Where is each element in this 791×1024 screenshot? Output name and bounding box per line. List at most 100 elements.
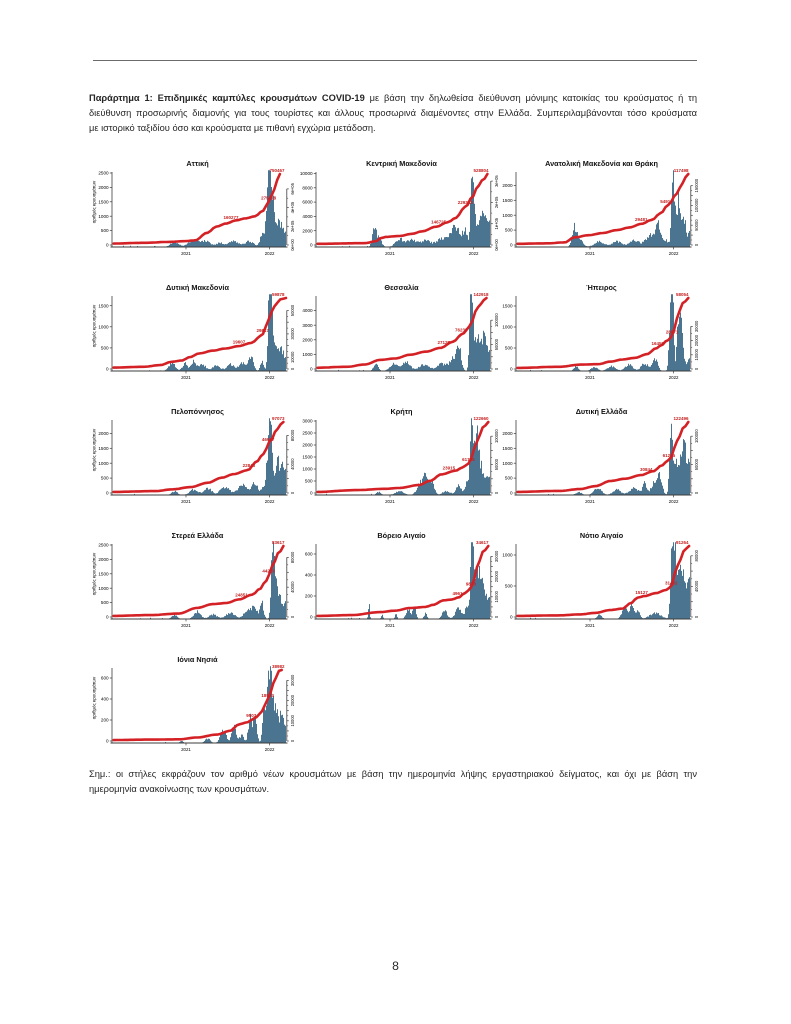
- svg-text:1500: 1500: [502, 446, 513, 451]
- svg-text:160277: 160277: [223, 215, 239, 220]
- svg-text:10000: 10000: [299, 171, 312, 176]
- svg-text:500: 500: [505, 346, 513, 351]
- svg-text:2022: 2022: [265, 747, 275, 752]
- svg-text:4000: 4000: [302, 308, 313, 313]
- svg-text:6000: 6000: [302, 200, 313, 205]
- svg-text:24851: 24851: [235, 592, 248, 597]
- svg-text:4e+05: 4e+05: [290, 201, 295, 213]
- svg-text:400: 400: [305, 573, 313, 578]
- svg-text:1500: 1500: [502, 304, 513, 309]
- svg-text:Ήπειρος: Ήπειρος: [586, 283, 617, 292]
- svg-text:3000: 3000: [302, 323, 313, 328]
- svg-text:50000: 50000: [290, 304, 295, 316]
- svg-text:0: 0: [106, 367, 109, 372]
- svg-text:0: 0: [510, 491, 513, 496]
- svg-text:0: 0: [290, 367, 295, 370]
- svg-text:22843: 22843: [243, 463, 256, 468]
- svg-text:0: 0: [694, 367, 699, 370]
- svg-text:30000: 30000: [493, 550, 498, 562]
- svg-text:2000: 2000: [98, 431, 109, 436]
- svg-text:1000: 1000: [502, 461, 513, 466]
- svg-text:31452: 31452: [665, 580, 678, 585]
- svg-text:2022: 2022: [468, 623, 478, 628]
- svg-text:2000: 2000: [302, 337, 313, 342]
- svg-text:50000: 50000: [694, 219, 699, 231]
- svg-text:2021: 2021: [181, 499, 191, 504]
- svg-text:Βόρειο Αιγαίο: Βόρειο Αιγαίο: [377, 531, 426, 540]
- svg-text:2022: 2022: [468, 251, 478, 256]
- svg-text:30000: 30000: [290, 674, 295, 686]
- svg-text:1500: 1500: [98, 446, 109, 451]
- svg-text:0: 0: [106, 739, 109, 744]
- svg-text:2021: 2021: [181, 623, 191, 628]
- svg-text:30000: 30000: [694, 320, 699, 332]
- svg-text:20000: 20000: [290, 694, 295, 706]
- svg-text:9503: 9503: [246, 713, 257, 718]
- svg-text:122660: 122660: [473, 416, 489, 421]
- svg-text:229213: 229213: [457, 200, 473, 205]
- svg-text:44216: 44216: [262, 568, 275, 573]
- svg-text:0: 0: [106, 615, 109, 620]
- svg-text:80000: 80000: [694, 549, 699, 561]
- svg-text:2000: 2000: [502, 183, 513, 188]
- svg-text:0: 0: [510, 243, 513, 248]
- svg-text:10000: 10000: [290, 714, 295, 726]
- svg-text:58054: 58054: [676, 292, 689, 297]
- svg-text:2021: 2021: [385, 623, 395, 628]
- svg-text:30000: 30000: [290, 327, 295, 339]
- svg-text:0: 0: [493, 615, 498, 618]
- svg-text:59878: 59878: [272, 292, 285, 297]
- svg-text:18923: 18923: [261, 693, 274, 698]
- svg-text:50000: 50000: [493, 338, 498, 350]
- svg-text:αριθμός κρουσμάτων: αριθμός κρουσμάτων: [91, 180, 97, 223]
- svg-text:2e+05: 2e+05: [493, 196, 498, 208]
- svg-text:9873: 9873: [465, 581, 476, 586]
- svg-text:80000: 80000: [290, 551, 295, 563]
- svg-text:0: 0: [310, 491, 313, 496]
- svg-text:146725: 146725: [431, 219, 447, 224]
- svg-text:2021: 2021: [385, 251, 395, 256]
- svg-text:600: 600: [101, 676, 109, 681]
- svg-text:1000: 1000: [502, 325, 513, 330]
- svg-text:97073: 97073: [272, 416, 285, 421]
- svg-text:20000: 20000: [694, 334, 699, 346]
- svg-text:2022: 2022: [265, 623, 275, 628]
- svg-text:2500: 2500: [302, 431, 313, 436]
- svg-text:2021: 2021: [181, 251, 191, 256]
- svg-text:2022: 2022: [265, 499, 275, 504]
- svg-text:40000: 40000: [290, 581, 295, 593]
- svg-text:3e+05: 3e+05: [493, 175, 498, 187]
- svg-text:100000: 100000: [694, 198, 699, 212]
- svg-text:0: 0: [290, 491, 295, 494]
- svg-text:61215: 61215: [662, 453, 675, 458]
- svg-text:2022: 2022: [265, 375, 275, 380]
- svg-text:528804: 528804: [473, 168, 489, 173]
- svg-text:Πελοπόννησος: Πελοπόννησος: [171, 407, 224, 416]
- svg-text:50000: 50000: [493, 458, 498, 470]
- svg-text:Αττική: Αττική: [186, 159, 208, 168]
- svg-text:0: 0: [290, 615, 295, 618]
- svg-text:2000: 2000: [502, 431, 513, 436]
- svg-text:500: 500: [101, 228, 109, 233]
- svg-text:29817: 29817: [256, 328, 269, 333]
- svg-text:0: 0: [694, 491, 699, 494]
- svg-text:100000: 100000: [493, 313, 498, 327]
- svg-text:27125: 27125: [437, 340, 450, 345]
- svg-text:3000: 3000: [302, 419, 313, 424]
- svg-text:2021: 2021: [181, 747, 191, 752]
- svg-text:500: 500: [505, 584, 513, 589]
- svg-text:Δυτική Μακεδονία: Δυτική Μακεδονία: [166, 283, 229, 292]
- svg-text:500: 500: [505, 228, 513, 233]
- svg-text:76235: 76235: [455, 328, 468, 333]
- svg-text:1000: 1000: [502, 553, 513, 558]
- svg-text:16459: 16459: [651, 341, 664, 346]
- svg-text:0: 0: [290, 739, 295, 742]
- svg-text:80000: 80000: [290, 429, 295, 441]
- svg-text:αριθμός κρουσμάτων: αριθμός κρουσμάτων: [91, 304, 97, 347]
- svg-text:1500: 1500: [98, 303, 109, 308]
- svg-text:1000: 1000: [98, 214, 109, 219]
- svg-text:91264: 91264: [676, 540, 689, 545]
- svg-text:1000: 1000: [98, 324, 109, 329]
- svg-text:0: 0: [694, 615, 699, 618]
- svg-text:2022: 2022: [468, 499, 478, 504]
